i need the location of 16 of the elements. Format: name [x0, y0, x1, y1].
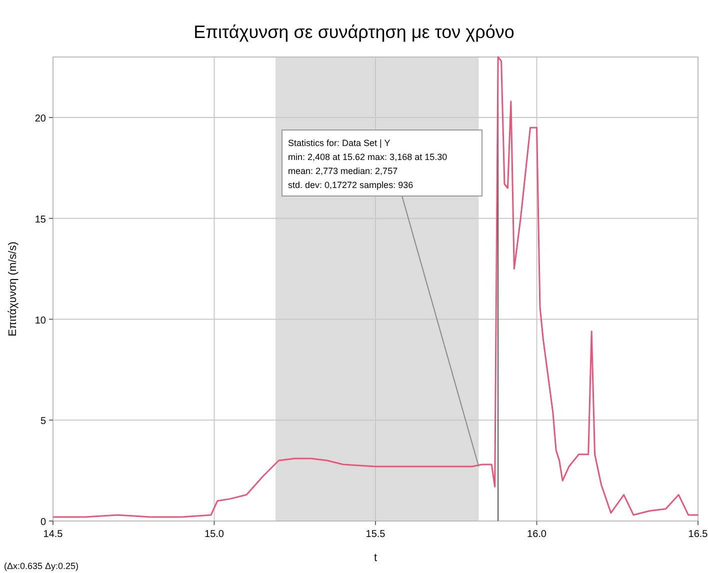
text: (Δx:0.635 Δy:0.25) [4, 561, 79, 571]
chart-title: Επιτάχυνση σε συνάρτηση με τον χρόνο [194, 22, 514, 42]
line-series [52, 56, 699, 518]
y-axis-title: Επιτάχυνση (m/s/s) [7, 242, 19, 336]
y-tick-label: 5 [40, 416, 46, 428]
x-tick-label: 15.0 [204, 529, 224, 540]
y-tick-label: 15 [34, 214, 46, 226]
annotation: Statistics for: Data Set | Y min: 2,408 at 15.62 max: 3,168 at 15.30 mean: 2,773 median: 2,757 std. dev: 0,17272 samples: 936 [288, 138, 448, 190]
x-axis-title: t [374, 552, 378, 564]
y-tick-label: 20 [34, 114, 46, 125]
y-tick-label: 0 [40, 517, 46, 528]
x-tick-label: 14.5 [43, 529, 64, 540]
y-tick-label: 10 [34, 315, 46, 326]
x-tick-label: 16.5 [688, 529, 708, 540]
x-tick-label: 15.5 [366, 529, 386, 540]
x-tick-label: 16.0 [527, 529, 547, 540]
